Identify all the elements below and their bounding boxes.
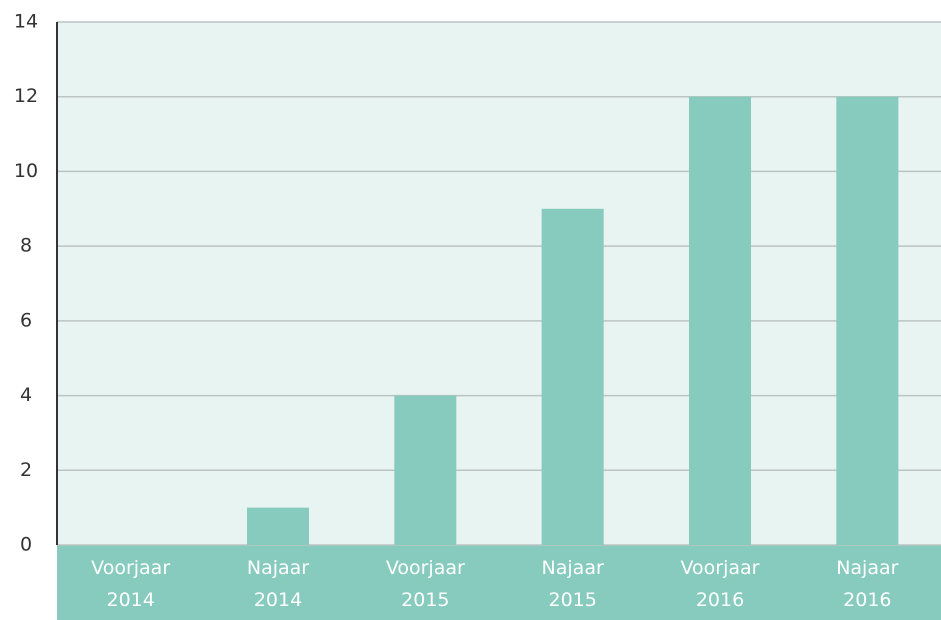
- y-tick-label: 2: [20, 459, 32, 481]
- bar: [836, 96, 899, 545]
- y-tick-label: 10: [14, 160, 38, 182]
- y-tick-label: 14: [14, 11, 38, 33]
- x-tick-label: Najaar 2015: [541, 557, 604, 611]
- bar: [541, 208, 604, 546]
- x-tick-label: Voorjaar 2015: [385, 557, 465, 611]
- x-tick-label: Najaar 2014: [246, 557, 310, 611]
- y-tick-label: 6: [20, 309, 32, 331]
- bar: [394, 395, 457, 545]
- y-tick-label: 12: [14, 85, 38, 107]
- category-band: [57, 545, 941, 620]
- bar: [689, 96, 751, 545]
- y-tick-label: 0: [20, 534, 32, 556]
- plot-background: [57, 22, 941, 545]
- y-tick-label: 4: [20, 384, 32, 406]
- bar: [247, 507, 309, 545]
- x-tick-label: Voorjaar 2014: [91, 557, 171, 611]
- x-tick-label: Najaar 2016: [836, 557, 899, 611]
- x-tick-label: Voorjaar 2016: [680, 557, 760, 611]
- y-tick-label: 8: [20, 235, 32, 257]
